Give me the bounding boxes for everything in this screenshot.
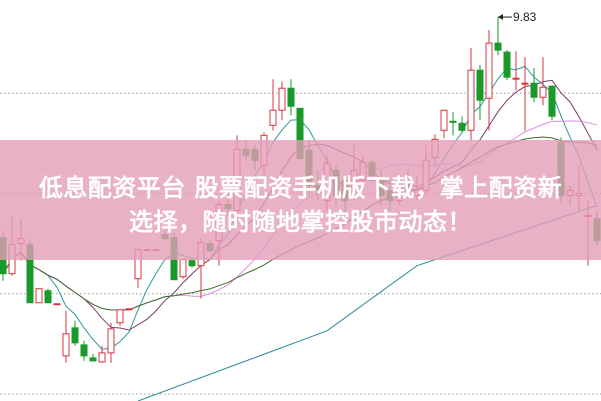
- candle-body: [71, 327, 79, 344]
- candle-body: [107, 328, 115, 354]
- candle-body: [44, 290, 52, 304]
- candle-body: [89, 357, 97, 362]
- candle-body: [494, 42, 502, 51]
- banner-line-1: 低息配资平台 股票配资手机版下载，掌上配资新: [38, 174, 563, 202]
- candle-body: [278, 87, 286, 111]
- candle-body: [467, 69, 475, 131]
- candle-body: [53, 303, 61, 306]
- candle-body: [476, 69, 484, 101]
- candle-body: [98, 352, 106, 363]
- candle-body: [287, 87, 295, 107]
- candle-body: [512, 77, 520, 80]
- candle-body: [62, 333, 70, 357]
- candle-body: [35, 288, 43, 304]
- candle-body: [188, 260, 196, 267]
- candle-body: [179, 259, 187, 278]
- candle-body: [530, 82, 538, 98]
- candle-body: [269, 109, 277, 126]
- candle-body: [521, 82, 529, 85]
- candle-body: [440, 109, 448, 131]
- promo-banner: 低息配资平台 股票配资手机版下载，掌上配资新 选择，随时随地掌控股市动态！: [0, 140, 601, 260]
- candle-body: [116, 309, 124, 324]
- candle-body: [125, 308, 133, 311]
- candle-body: [548, 85, 556, 117]
- candle-body: [449, 120, 457, 123]
- candle-body: [458, 122, 466, 131]
- candle-body: [539, 86, 547, 98]
- max-arrow-icon: [498, 14, 503, 21]
- max-price-label: 9.83: [513, 10, 537, 24]
- candle-body: [80, 344, 88, 357]
- banner-line-2: 选择，随时随地掌控股市动态！: [129, 208, 472, 236]
- candle-body: [485, 42, 493, 99]
- candle-body: [503, 51, 511, 78]
